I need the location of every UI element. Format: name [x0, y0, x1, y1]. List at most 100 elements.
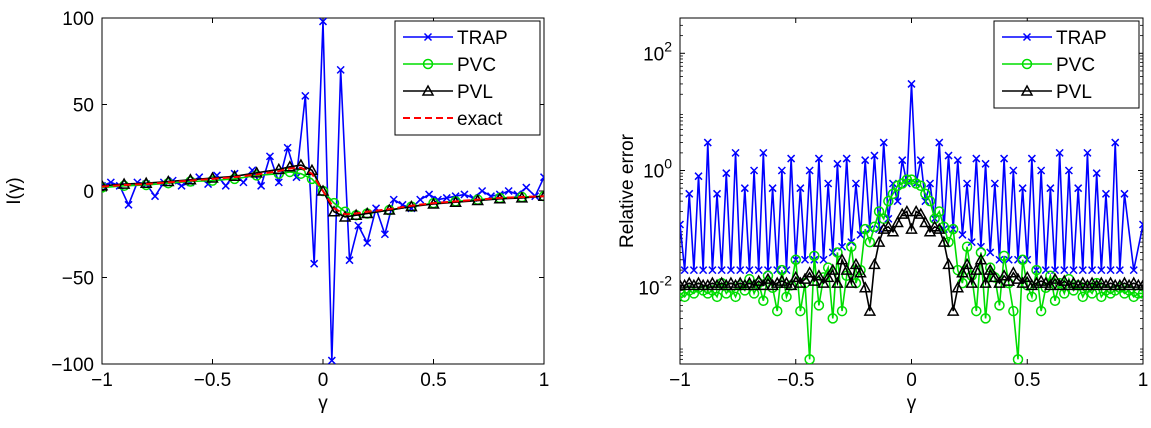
data-point-trap: [1138, 220, 1143, 229]
data-point-trap: [318, 18, 328, 26]
data-point-pvl: [1104, 276, 1117, 288]
y-axis-label: I(γ): [4, 177, 25, 204]
data-point-pvl: [250, 166, 263, 178]
data-point-pvl: [997, 269, 1011, 281]
data-point-pvc: [836, 305, 848, 317]
y-tick-base: 10: [638, 279, 659, 300]
data-point-pvc: [887, 188, 899, 200]
x-tick-label: 1: [1138, 370, 1149, 391]
data-point-pvc: [998, 250, 1010, 262]
data-point-pvl: [956, 266, 969, 278]
data-point-pvl: [710, 278, 724, 291]
data-point-trap: [963, 179, 972, 188]
y-tick-label: 0: [83, 182, 94, 203]
data-point-pvl: [988, 270, 1002, 283]
legend-marker-pvl: [421, 84, 435, 96]
legend-box: [394, 20, 541, 136]
data-point-pvl: [951, 281, 965, 293]
data-point-trap: [460, 190, 469, 199]
data-point-pvl: [928, 220, 941, 232]
y-tick-exponent: -2: [660, 273, 673, 289]
data-point-pvl: [798, 272, 812, 284]
data-point-trap: [336, 65, 345, 74]
data-point-pvl: [770, 276, 784, 288]
data-point-pvc: [1137, 288, 1143, 299]
data-point-pvc: [934, 206, 945, 217]
data-point-pvl: [970, 263, 983, 275]
data-point-trap: [1069, 266, 1078, 275]
data-point-trap: [713, 189, 722, 198]
legend: TRAP PVC PVL: [993, 20, 1140, 109]
data-point-trap: [935, 138, 944, 147]
data-point-trap: [787, 154, 796, 163]
data-point-pvl: [1011, 272, 1025, 284]
series-area: [102, 18, 544, 364]
data-point-trap: [1000, 154, 1009, 163]
data-point-pvl: [900, 204, 914, 217]
data-point-trap: [708, 266, 717, 275]
data-point-trap: [680, 220, 685, 229]
data-point-pvc: [758, 295, 769, 306]
legend-marker-pvc: [422, 58, 434, 70]
data-point-pvl: [1081, 278, 1094, 291]
data-point-pvl: [360, 206, 374, 219]
data-point-trap: [151, 192, 160, 201]
data-point-pvc: [813, 300, 825, 311]
data-point-pvl: [733, 276, 747, 288]
data-point-trap: [239, 178, 248, 187]
data-point-pvc: [1077, 291, 1089, 303]
data-point-trap: [759, 148, 768, 157]
data-point-pvl: [1062, 278, 1076, 291]
series-line-exact: [102, 166, 544, 216]
data-point-trap: [177, 181, 186, 190]
data-point-pvc: [730, 291, 741, 303]
data-point-pvl: [882, 220, 895, 232]
data-point-pvl: [283, 160, 297, 172]
legend-label-trap: TRAP: [1056, 28, 1107, 49]
data-point-pvl: [826, 263, 840, 275]
data-point-trap: [833, 159, 842, 168]
data-point-trap: [819, 255, 828, 264]
data-point-pvc: [873, 206, 885, 217]
data-point-trap: [265, 152, 274, 161]
y-tick-label: 102: [643, 38, 672, 65]
data-point-pvc: [869, 221, 880, 232]
data-point-trap: [736, 266, 745, 275]
data-point-pvl: [803, 266, 816, 278]
data-point-trap: [327, 356, 336, 364]
data-point-trap: [726, 266, 735, 275]
x-tick-label: −0.5: [777, 370, 815, 391]
data-point-pvc: [809, 250, 820, 262]
data-point-pvl: [817, 276, 830, 288]
data-point-trap: [689, 266, 698, 275]
data-point-trap: [805, 166, 814, 175]
data-point-pvc: [961, 241, 973, 253]
data-point-pvl: [338, 210, 352, 222]
series-exact: [102, 166, 544, 216]
data-point-trap: [972, 154, 981, 163]
data-point-trap: [380, 230, 389, 239]
data-point-pvl: [845, 276, 858, 288]
data-point-pvl: [1071, 278, 1085, 291]
data-point-pvl: [812, 269, 826, 281]
data-point-trap: [685, 189, 694, 198]
data-point-pvc: [980, 313, 991, 324]
data-point-pvl: [1076, 276, 1090, 288]
data-point-pvl: [680, 278, 691, 291]
y-tick-label: 100: [62, 9, 94, 30]
data-point-pvl: [687, 278, 701, 291]
data-point-pvl: [1113, 278, 1127, 291]
data-point-pvl: [979, 276, 992, 288]
data-point-pvl: [706, 276, 719, 288]
data-point-pvl: [789, 270, 803, 283]
data-point-pvl: [960, 257, 974, 270]
y-tick-label: −50: [62, 269, 94, 290]
y-tick-exponent: 2: [664, 38, 672, 54]
data-point-trap: [442, 193, 451, 202]
data-point-trap: [1106, 266, 1115, 275]
data-point-trap: [1115, 266, 1124, 275]
data-point-pvl: [1118, 276, 1131, 288]
data-point-trap: [907, 79, 916, 88]
data-point-trap: [703, 138, 712, 147]
data-point-trap: [958, 230, 967, 239]
